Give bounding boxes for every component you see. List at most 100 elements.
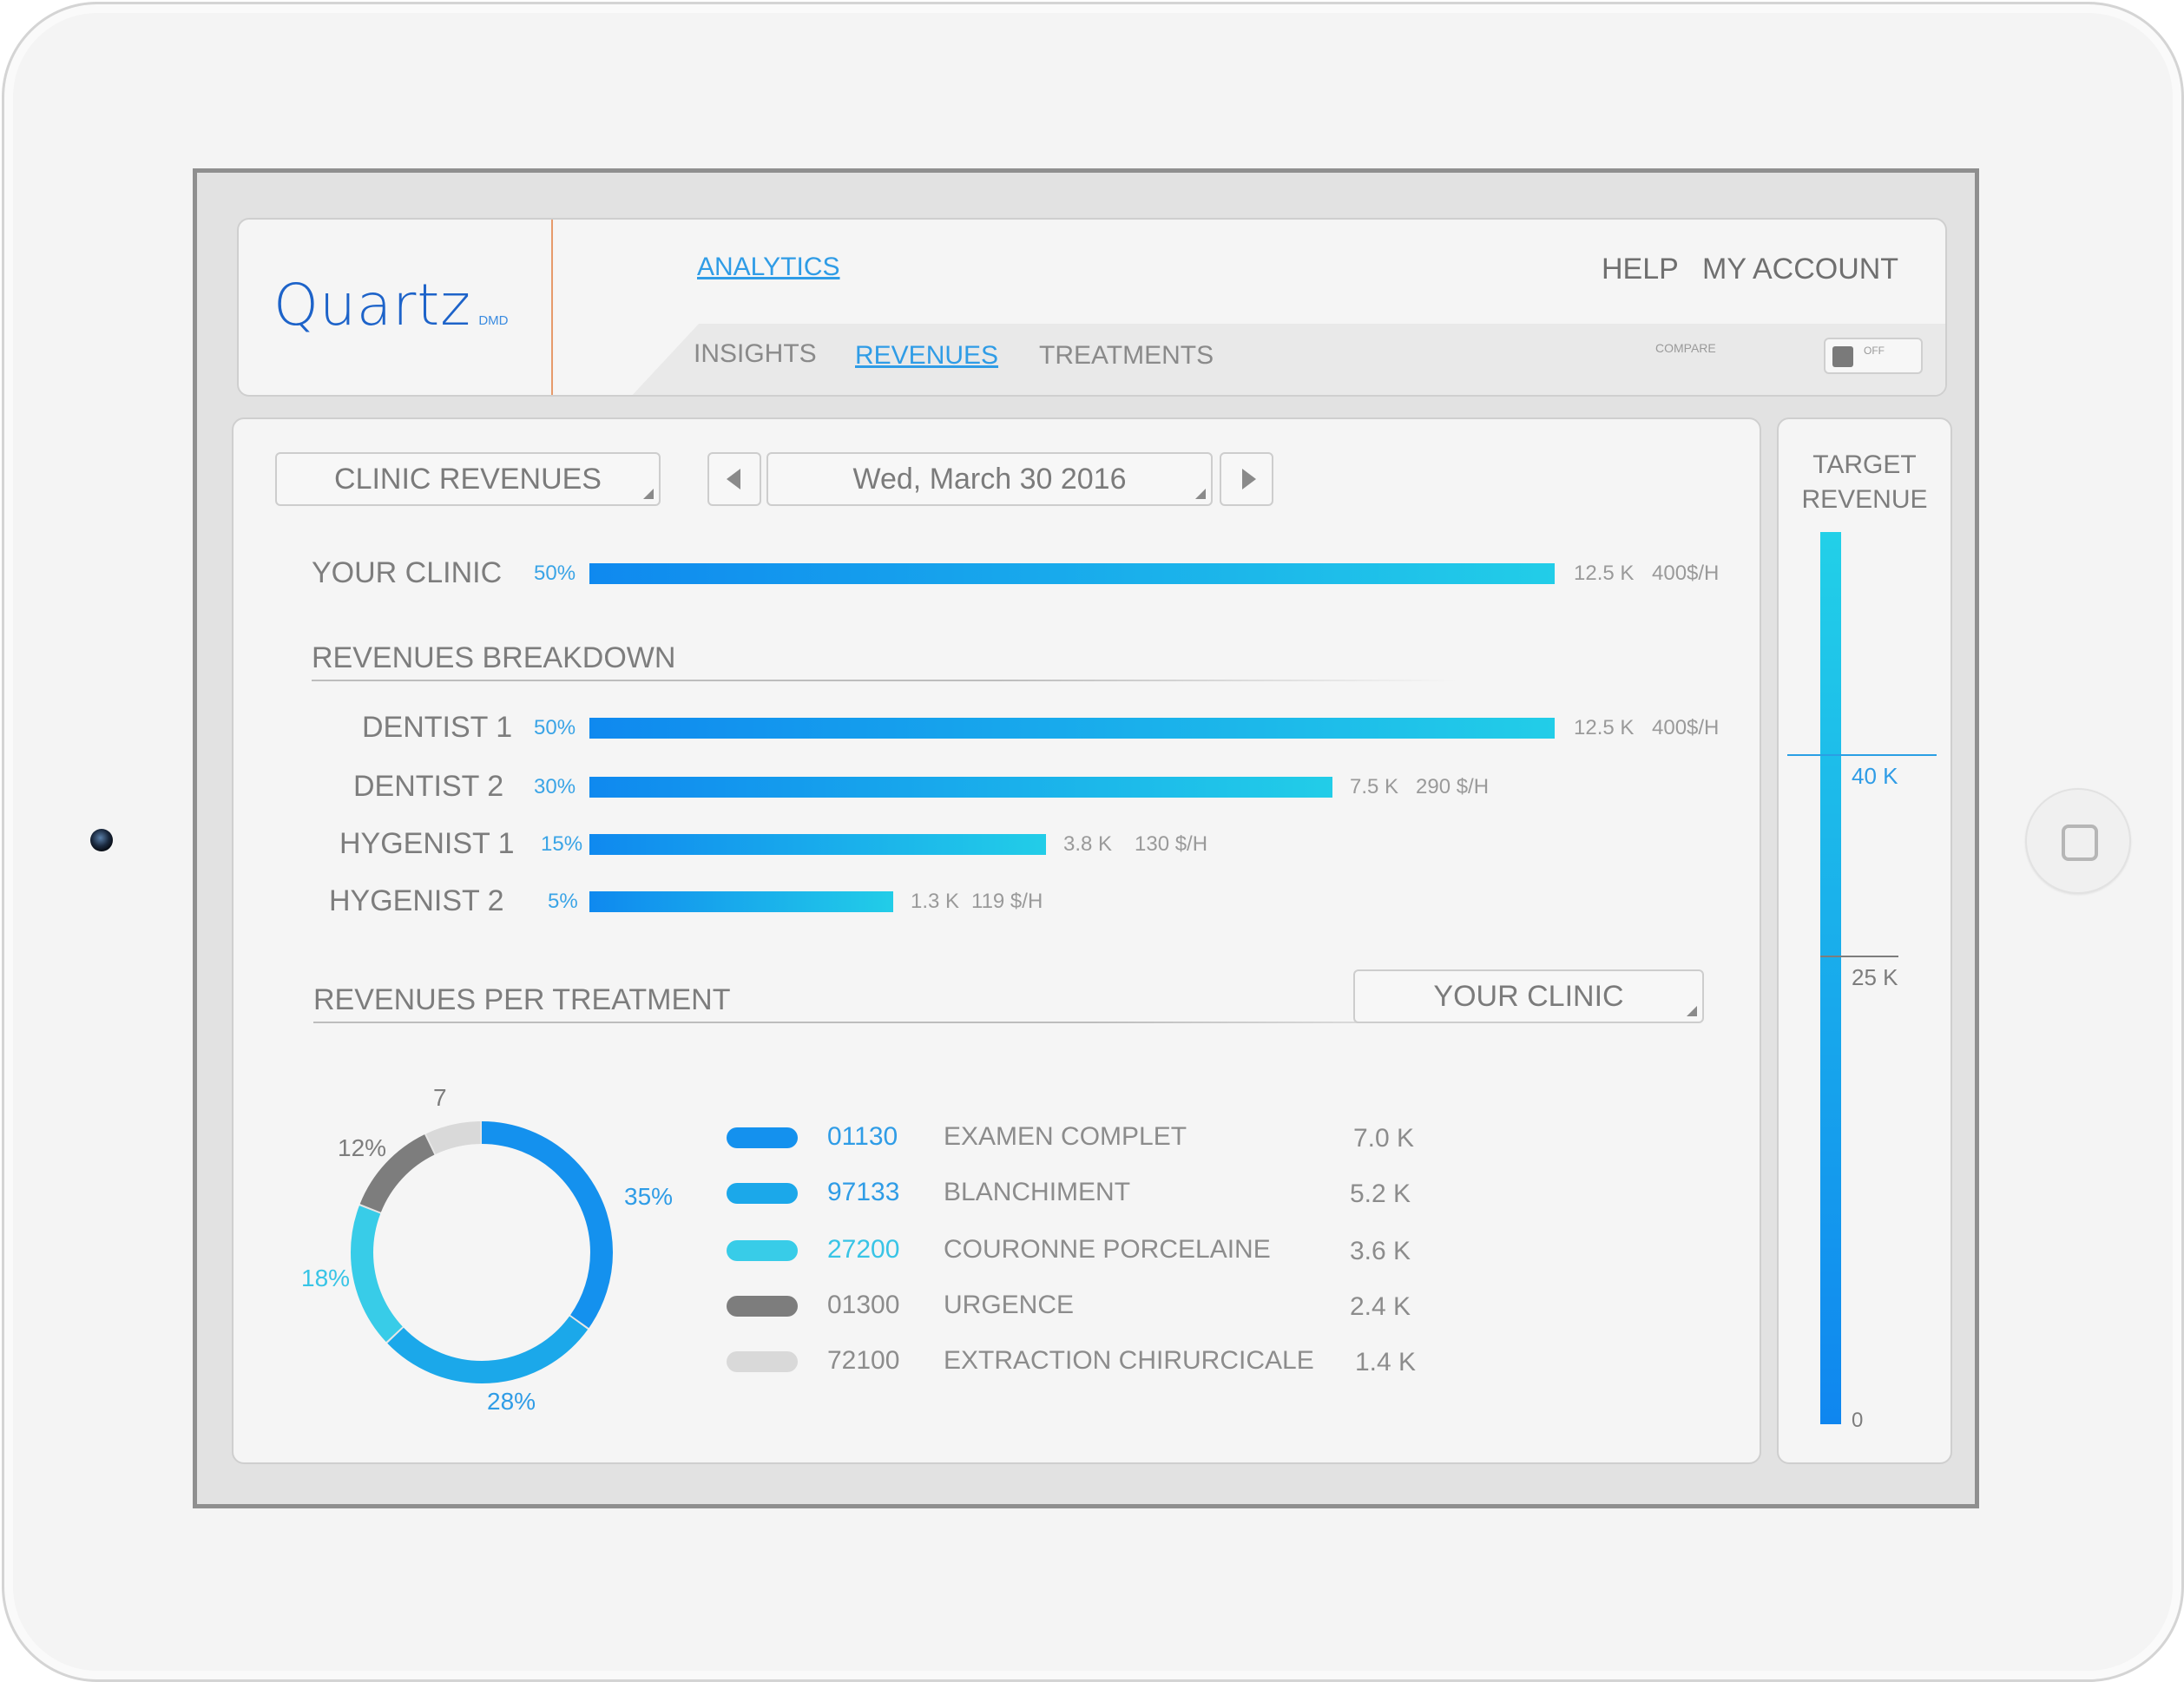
target-panel: TARGET REVENUE 40 K 25 K 0	[1777, 417, 1952, 1464]
legend-value: 1.4 K	[1355, 1348, 1417, 1376]
compare-toggle[interactable]: OFF	[1824, 338, 1923, 374]
legend-swatch	[727, 1183, 798, 1204]
breakdown-bar-dentist-1	[589, 718, 1555, 739]
breakdown-percent: 15%	[541, 832, 583, 856]
target-mark-0: 0	[1852, 1409, 1864, 1432]
breakdown-label: HYGENIST 2	[329, 884, 504, 917]
clinic-amount: 12.5 K	[1574, 562, 1635, 585]
scope-select-value: YOUR CLINIC	[1433, 980, 1624, 1013]
legend-code: 27200	[827, 1235, 900, 1264]
home-square-icon	[2062, 825, 2098, 861]
breakdown-label: DENTIST 2	[353, 770, 504, 803]
target-mark-40k: 40 K	[1852, 763, 1898, 789]
breakdown-percent: 30%	[534, 775, 576, 798]
breakdown-rate: 290 $/H	[1416, 775, 1490, 798]
donut-label-18: 18%	[301, 1265, 351, 1291]
legend-name: COURONNE PORCELAINE	[944, 1235, 1271, 1264]
prev-date-button[interactable]	[707, 452, 761, 506]
breakdown-percent: 50%	[534, 716, 576, 739]
header-bar: Quartz DMD ANALYTICS HELP MY ACCOUNT INS…	[237, 218, 1947, 397]
breakdown-bar-hygenist-1	[589, 834, 1046, 855]
donut-label-28: 28%	[487, 1388, 536, 1415]
date-value: Wed, March 30 2016	[852, 463, 1127, 496]
legend-code: 01300	[827, 1291, 900, 1319]
target-line-25k	[1820, 956, 1898, 957]
target-title-line2: REVENUE	[1801, 485, 1928, 514]
treatment-donut-chart	[351, 1121, 613, 1383]
breakdown-rule	[312, 680, 1457, 681]
nav-analytics[interactable]: ANALYTICS	[697, 253, 840, 281]
legend-value: 7.0 K	[1353, 1124, 1415, 1153]
breakdown-rate: 119 $/H	[971, 890, 1043, 913]
brand-name: Quartz	[273, 272, 471, 338]
legend-code: 72100	[827, 1346, 900, 1375]
brand-suffix: DMD	[478, 313, 509, 328]
donut-segment-97133	[351, 1121, 613, 1383]
legend-value: 2.4 K	[1350, 1292, 1411, 1321]
breakdown-rate: 400$/H	[1652, 716, 1720, 739]
brand-logo[interactable]: Quartz DMD	[273, 272, 509, 338]
clinic-bar	[589, 563, 1555, 584]
toggle-state: OFF	[1864, 345, 1885, 357]
dropdown-corner-icon	[1195, 489, 1206, 499]
legend-swatch	[727, 1127, 798, 1148]
camera-icon	[90, 829, 113, 851]
breakdown-percent: 5%	[548, 890, 578, 913]
donut-label-12: 12%	[338, 1134, 387, 1161]
breakdown-bar-hygenist-2	[589, 891, 893, 912]
tab-insights[interactable]: INSIGHTS	[694, 339, 817, 368]
donut-segments	[351, 1121, 613, 1383]
donut-segment-01130	[351, 1121, 613, 1383]
scope-select[interactable]: YOUR CLINIC	[1353, 969, 1704, 1023]
legend-name: EXAMEN COMPLET	[944, 1122, 1187, 1151]
breakdown-title: REVENUES BREAKDOWN	[312, 641, 676, 674]
clinic-rate: 400$/H	[1652, 562, 1720, 585]
home-button[interactable]	[2025, 788, 2131, 894]
legend-code: 01130	[827, 1122, 898, 1151]
donut-segment-27200	[351, 1121, 613, 1383]
tab-revenues[interactable]: REVENUES	[855, 341, 999, 370]
target-mark-25k: 25 K	[1852, 964, 1898, 990]
toggle-knob	[1832, 346, 1853, 367]
legend-swatch	[727, 1296, 798, 1317]
nav-help[interactable]: HELP	[1602, 253, 1679, 286]
nav-my-account[interactable]: MY ACCOUNT	[1702, 253, 1899, 286]
target-title-line1: TARGET	[1812, 450, 1917, 479]
legend-value: 5.2 K	[1350, 1179, 1411, 1208]
clinic-label: YOUR CLINIC	[312, 556, 503, 589]
subnav-strip	[629, 324, 1945, 395]
breakdown-label: HYGENIST 1	[339, 827, 515, 860]
legend-name: BLANCHIMENT	[944, 1178, 1131, 1206]
main-panel: CLINIC REVENUES Wed, March 30 2016 YOUR …	[232, 417, 1761, 1464]
date-select[interactable]: Wed, March 30 2016	[766, 452, 1213, 506]
breakdown-amount: 1.3 K	[911, 890, 960, 913]
clinic-percent: 50%	[534, 562, 576, 585]
legend-swatch	[727, 1240, 798, 1261]
next-date-button[interactable]	[1220, 452, 1273, 506]
compare-label: COMPARE	[1655, 341, 1716, 355]
donut-label-7: 7	[433, 1084, 447, 1111]
legend-name: URGENCE	[944, 1291, 1075, 1319]
breakdown-label: DENTIST 1	[362, 711, 513, 744]
chevron-right-icon	[1242, 469, 1256, 489]
brand-divider	[551, 220, 553, 395]
breakdown-amount: 12.5 K	[1574, 716, 1635, 739]
chevron-left-icon	[727, 469, 740, 489]
treatment-title: REVENUES PER TREATMENT	[313, 983, 731, 1016]
report-select-value: CLINIC REVENUES	[334, 463, 602, 496]
legend-name: EXTRACTION CHIRURCICALE	[944, 1346, 1314, 1375]
app-screen: Quartz DMD ANALYTICS HELP MY ACCOUNT INS…	[193, 168, 1979, 1508]
dropdown-corner-icon	[643, 489, 654, 499]
breakdown-bar-dentist-2	[589, 777, 1332, 798]
donut-label-35: 35%	[624, 1183, 674, 1210]
breakdown-rate: 130 $/H	[1135, 832, 1208, 856]
tab-treatments[interactable]: TREATMENTS	[1039, 341, 1214, 370]
breakdown-amount: 7.5 K	[1350, 775, 1399, 798]
legend-code: 97133	[827, 1178, 900, 1206]
report-select[interactable]: CLINIC REVENUES	[275, 452, 661, 506]
dropdown-corner-icon	[1687, 1006, 1697, 1016]
legend-value: 3.6 K	[1350, 1237, 1411, 1265]
treatment-rule	[313, 1022, 1615, 1023]
breakdown-amount: 3.8 K	[1063, 832, 1113, 856]
legend-swatch	[727, 1351, 798, 1372]
